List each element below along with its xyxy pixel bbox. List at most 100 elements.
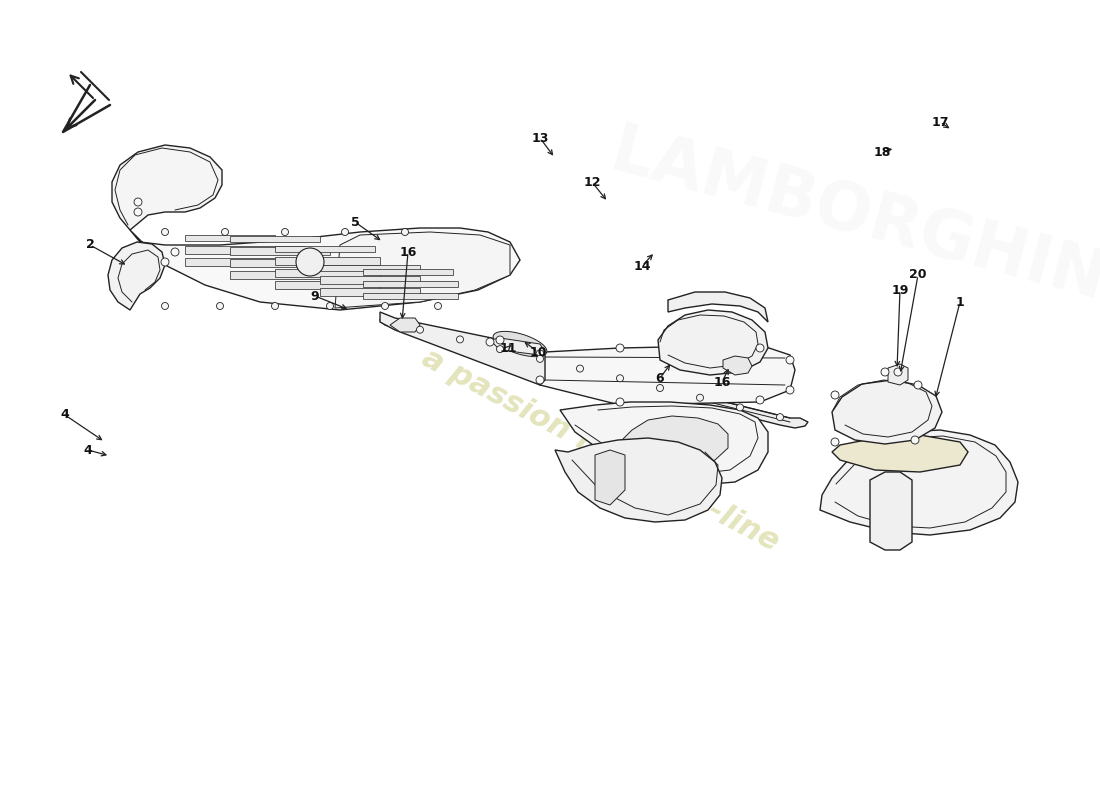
Circle shape: [496, 346, 504, 353]
Circle shape: [327, 302, 333, 310]
Polygon shape: [379, 314, 808, 428]
Text: 6: 6: [656, 371, 664, 385]
Text: 20: 20: [910, 269, 926, 282]
Polygon shape: [363, 269, 453, 275]
Polygon shape: [275, 246, 375, 252]
Circle shape: [914, 381, 922, 389]
Polygon shape: [363, 293, 458, 299]
Polygon shape: [870, 472, 912, 550]
Polygon shape: [490, 338, 544, 355]
Polygon shape: [230, 247, 330, 255]
Polygon shape: [363, 281, 458, 287]
Polygon shape: [230, 236, 320, 242]
Circle shape: [576, 365, 583, 372]
Text: LAMBORGHINI: LAMBORGHINI: [603, 119, 1100, 321]
Text: 5: 5: [351, 215, 360, 229]
Circle shape: [536, 350, 544, 358]
Polygon shape: [185, 258, 305, 266]
Circle shape: [296, 248, 324, 276]
Polygon shape: [668, 292, 768, 322]
Polygon shape: [595, 450, 625, 505]
Polygon shape: [379, 312, 544, 385]
Circle shape: [417, 326, 424, 334]
Polygon shape: [832, 435, 968, 472]
Polygon shape: [723, 356, 752, 375]
Circle shape: [341, 229, 349, 235]
Polygon shape: [185, 235, 275, 241]
Text: 4: 4: [60, 409, 69, 422]
Circle shape: [616, 374, 624, 382]
Polygon shape: [888, 364, 907, 385]
Circle shape: [134, 208, 142, 216]
Polygon shape: [390, 318, 420, 332]
Circle shape: [657, 385, 663, 391]
Circle shape: [777, 414, 783, 421]
Circle shape: [162, 229, 168, 235]
Circle shape: [217, 302, 223, 310]
Circle shape: [830, 438, 839, 446]
Circle shape: [911, 436, 918, 444]
Text: 13: 13: [531, 131, 549, 145]
Text: 11: 11: [499, 342, 517, 354]
Polygon shape: [320, 288, 420, 296]
Circle shape: [161, 258, 169, 266]
Circle shape: [616, 344, 624, 352]
Polygon shape: [620, 416, 728, 468]
Circle shape: [272, 302, 278, 310]
Circle shape: [786, 386, 794, 394]
Polygon shape: [230, 271, 340, 279]
Text: a passion for parts-line: a passion for parts-line: [417, 343, 783, 557]
Circle shape: [221, 229, 229, 235]
Text: 18: 18: [873, 146, 891, 158]
Polygon shape: [556, 438, 722, 522]
Text: 16: 16: [399, 246, 417, 258]
Circle shape: [616, 398, 624, 406]
Circle shape: [402, 229, 408, 235]
Polygon shape: [112, 145, 222, 230]
Circle shape: [537, 355, 543, 362]
Circle shape: [786, 356, 794, 364]
Polygon shape: [658, 310, 768, 375]
Text: 2: 2: [86, 238, 95, 251]
Text: 16: 16: [713, 375, 730, 389]
Circle shape: [456, 336, 463, 343]
Text: 12: 12: [583, 175, 601, 189]
Polygon shape: [320, 276, 420, 284]
Circle shape: [830, 391, 839, 399]
Text: 19: 19: [891, 283, 909, 297]
Polygon shape: [336, 232, 510, 308]
Text: 9: 9: [310, 290, 319, 302]
Circle shape: [170, 248, 179, 256]
Circle shape: [737, 404, 744, 411]
Circle shape: [282, 229, 288, 235]
Polygon shape: [275, 269, 380, 277]
Polygon shape: [130, 228, 520, 310]
Polygon shape: [230, 259, 340, 267]
Polygon shape: [108, 242, 165, 310]
Text: 1: 1: [956, 295, 965, 309]
Text: 4: 4: [84, 443, 92, 457]
Circle shape: [696, 394, 704, 402]
Polygon shape: [535, 345, 795, 405]
Text: 17: 17: [932, 115, 948, 129]
Circle shape: [382, 302, 388, 310]
Circle shape: [756, 396, 764, 404]
Polygon shape: [185, 246, 305, 254]
Polygon shape: [493, 331, 547, 357]
Circle shape: [894, 368, 902, 376]
Circle shape: [756, 344, 764, 352]
Polygon shape: [820, 430, 1018, 535]
Circle shape: [486, 338, 494, 346]
Circle shape: [134, 198, 142, 206]
Polygon shape: [832, 380, 942, 444]
Text: 10: 10: [529, 346, 547, 358]
Polygon shape: [320, 265, 420, 271]
Polygon shape: [275, 257, 380, 265]
Polygon shape: [560, 402, 768, 485]
Polygon shape: [275, 281, 380, 289]
Circle shape: [881, 368, 889, 376]
Circle shape: [162, 302, 168, 310]
Text: 14: 14: [634, 259, 651, 273]
Circle shape: [496, 336, 504, 344]
Circle shape: [536, 376, 544, 384]
